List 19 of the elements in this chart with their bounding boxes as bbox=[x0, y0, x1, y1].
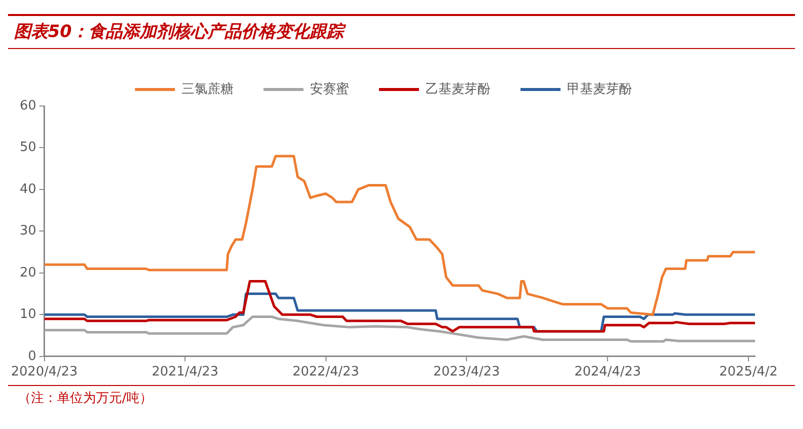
y-tick-label: 40 bbox=[20, 182, 36, 197]
y-tick-label: 0 bbox=[28, 348, 36, 364]
x-tick-label: 2022/4/23 bbox=[292, 364, 360, 380]
x-tick-label: 2023/4/23 bbox=[433, 364, 500, 380]
y-tick-label: 60 bbox=[20, 98, 36, 114]
y-tick-label: 30 bbox=[20, 224, 36, 239]
legend-label: 乙基麦芽酚 bbox=[426, 82, 490, 97]
y-tick-label: 20 bbox=[20, 265, 36, 280]
chart-title: 图表50：食品添加剂核心产品价格变化跟踪 bbox=[14, 22, 344, 42]
legend-label: 安赛蜜 bbox=[310, 80, 349, 97]
text: （注：单位为万元/吨） bbox=[18, 391, 152, 406]
x-tick-label: 2021/4/23 bbox=[152, 364, 218, 380]
legend-label: 三氯蔗糖 bbox=[182, 82, 234, 97]
x-tick-label: 2025/4/2 bbox=[719, 364, 778, 380]
legend-label: 甲基麦芽酚 bbox=[567, 82, 632, 97]
y-tick-label: 10 bbox=[20, 307, 36, 322]
x-tick-label: 2024/4/23 bbox=[574, 364, 642, 380]
y-tick-label: 50 bbox=[20, 140, 36, 156]
x-tick-label: 2020/4/23 bbox=[10, 364, 78, 380]
